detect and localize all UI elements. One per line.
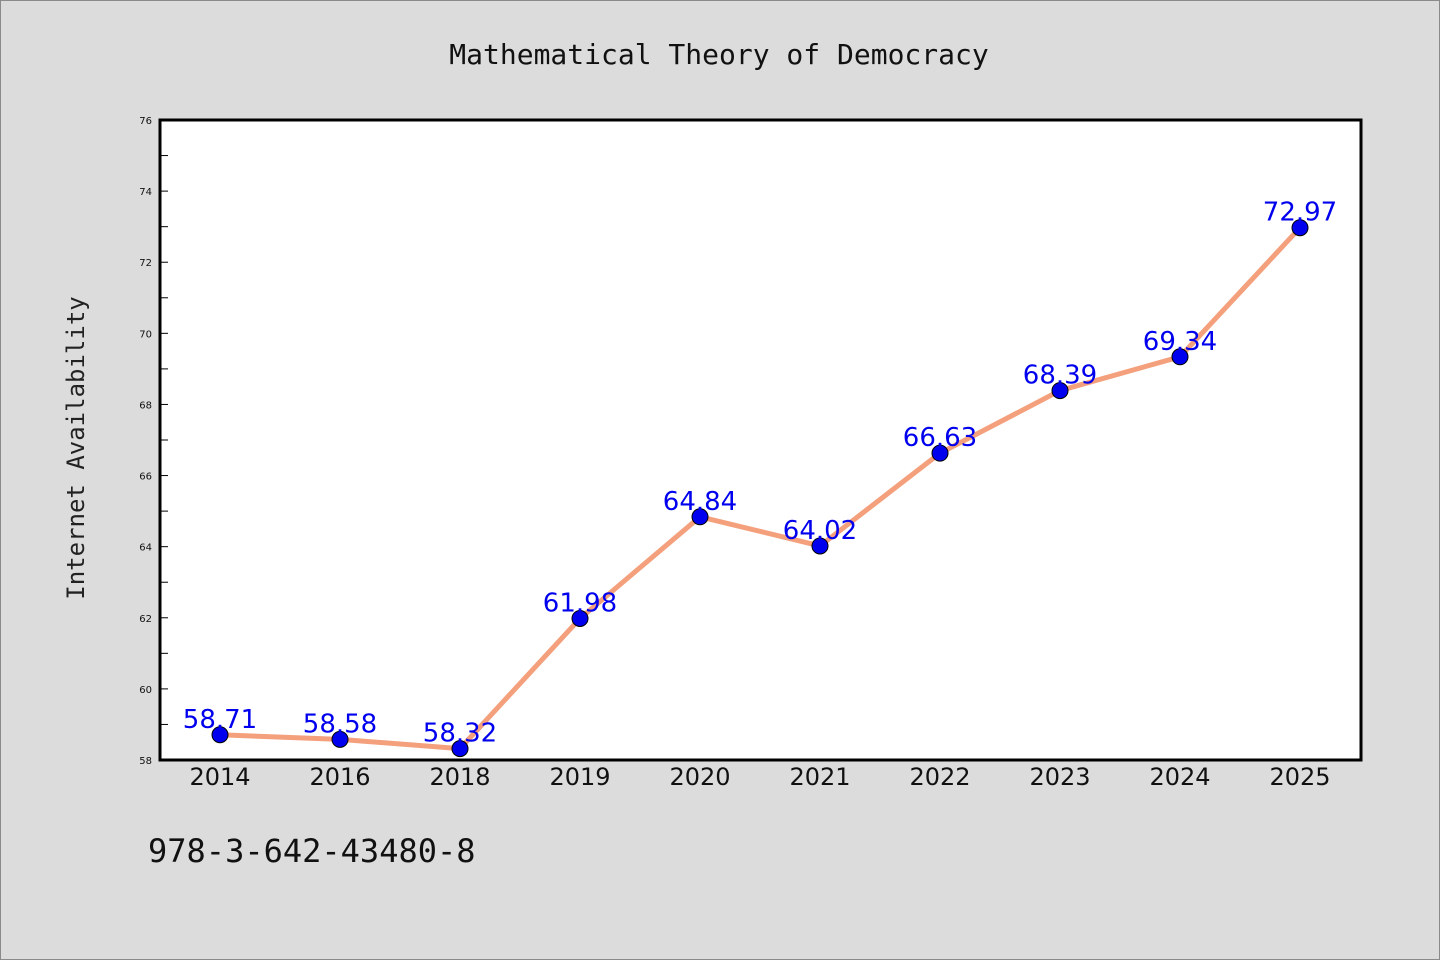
y-tick-label: 76 xyxy=(139,116,152,127)
y-axis-label: Internet Availability xyxy=(62,296,90,599)
x-tick-label: 2014 xyxy=(189,763,250,791)
plot-area xyxy=(158,118,1363,762)
data-point xyxy=(571,609,589,627)
footer-code: 978-3-642-43480-8 xyxy=(148,832,476,870)
y-tick-label: 74 xyxy=(139,187,152,198)
y-tick-label: 66 xyxy=(139,472,152,483)
y-tick-label: 70 xyxy=(139,329,152,340)
y-tick-label: 68 xyxy=(139,400,152,411)
y-tick-label: 72 xyxy=(139,258,152,269)
data-point xyxy=(1291,219,1309,237)
x-tick-label: 2021 xyxy=(789,763,850,791)
x-tick-label: 2022 xyxy=(909,763,970,791)
data-label: 72.97 xyxy=(1263,198,1337,228)
data-label: 68.39 xyxy=(1023,361,1097,391)
x-tick-label: 2018 xyxy=(429,763,490,791)
data-label: 69.34 xyxy=(1143,327,1217,357)
data-label: 58.32 xyxy=(423,719,497,749)
y-tick-label: 58 xyxy=(139,756,152,767)
data-label: 58.58 xyxy=(303,709,377,739)
data-point xyxy=(1051,382,1069,400)
series-layer xyxy=(211,219,1309,758)
data-point xyxy=(1171,348,1189,366)
x-tick-label: 2025 xyxy=(1269,763,1330,791)
data-label: 64.84 xyxy=(663,487,737,517)
data-label: 64.02 xyxy=(783,516,857,546)
x-tick-label: 2020 xyxy=(669,763,730,791)
data-label: 66.63 xyxy=(903,423,977,453)
data-label-layer: 58.71 58.58 58.32 61.98 64.84 64.02 66.63 68.39… xyxy=(183,198,1337,749)
data-point xyxy=(331,730,349,748)
data-point xyxy=(811,537,829,555)
x-tick-label: 2019 xyxy=(549,763,610,791)
series-line xyxy=(217,225,1303,752)
data-point xyxy=(451,740,469,758)
data-label: 61.98 xyxy=(543,588,617,618)
x-tick-label: 2016 xyxy=(309,763,370,791)
x-tick-label: 2023 xyxy=(1029,763,1090,791)
data-label: 58.71 xyxy=(183,705,257,735)
y-tick-label: 60 xyxy=(139,685,152,696)
x-axis-ticks: 2014 2016 2018 2019 2020 2021 2022 2023 2024 2025 xyxy=(189,763,1330,791)
data-point xyxy=(931,444,949,462)
y-tick-label: 64 xyxy=(139,543,152,554)
data-point xyxy=(211,726,229,744)
data-point xyxy=(691,508,709,526)
chart-title: Mathematical Theory of Democracy xyxy=(449,38,988,71)
y-axis-ticks: 58 60 62 64 66 68 70 72 74 76 xyxy=(139,116,168,767)
x-tick-label: 2024 xyxy=(1149,763,1210,791)
y-tick-label: 62 xyxy=(139,614,152,625)
